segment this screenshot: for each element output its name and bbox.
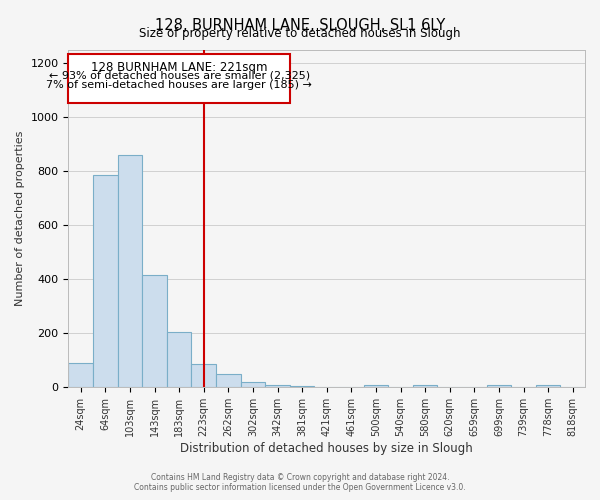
Bar: [413, 385, 437, 388]
Text: 128 BURNHAM LANE: 221sqm: 128 BURNHAM LANE: 221sqm: [91, 61, 268, 74]
Text: 7% of semi-detached houses are larger (185) →: 7% of semi-detached houses are larger (1…: [46, 80, 312, 90]
FancyBboxPatch shape: [68, 54, 290, 102]
Text: Contains HM Land Registry data © Crown copyright and database right 2024.
Contai: Contains HM Land Registry data © Crown c…: [134, 473, 466, 492]
Bar: [364, 385, 388, 388]
Text: ← 93% of detached houses are smaller (2,325): ← 93% of detached houses are smaller (2,…: [49, 70, 310, 80]
X-axis label: Distribution of detached houses by size in Slough: Distribution of detached houses by size …: [181, 442, 473, 455]
Bar: [536, 385, 560, 388]
Bar: [241, 382, 265, 388]
Bar: [191, 364, 216, 388]
Bar: [68, 363, 93, 388]
Bar: [142, 276, 167, 388]
Text: Size of property relative to detached houses in Slough: Size of property relative to detached ho…: [139, 28, 461, 40]
Bar: [167, 332, 191, 388]
Bar: [290, 386, 314, 388]
Bar: [216, 374, 241, 388]
Bar: [93, 176, 118, 388]
Y-axis label: Number of detached properties: Number of detached properties: [15, 131, 25, 306]
Bar: [118, 156, 142, 388]
Text: 128, BURNHAM LANE, SLOUGH, SL1 6LY: 128, BURNHAM LANE, SLOUGH, SL1 6LY: [155, 18, 445, 32]
Bar: [265, 385, 290, 388]
Bar: [487, 385, 511, 388]
